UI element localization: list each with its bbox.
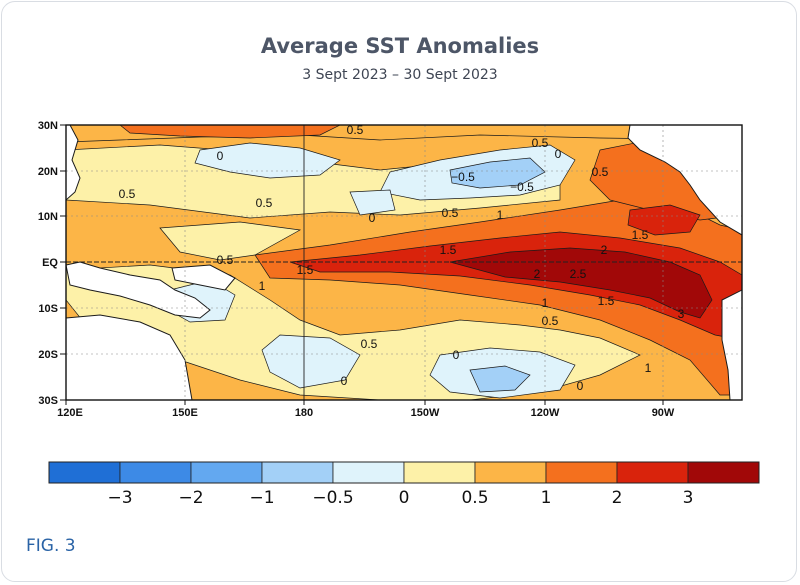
colorbar-cell (48, 461, 121, 484)
contour-label: 0 (217, 149, 224, 163)
colorbar: −3 −2 −1 −0.5 0 0.5 1 2 3 (48, 461, 760, 508)
contour-label: 1.5 (440, 243, 457, 257)
land-australia (66, 314, 193, 400)
contour-label: 2 (601, 243, 608, 257)
anomaly-band-2-3 (627, 204, 701, 236)
lon-tick-label: 150E (172, 407, 198, 419)
colorbar-label: 2 (612, 488, 623, 508)
colorbar-label: −0.5 (312, 488, 353, 508)
contour-label: 0.5 (256, 196, 273, 210)
contour-label: 1 (497, 208, 504, 222)
anomaly-region-minus1-minus0.5 (469, 365, 531, 393)
lon-tick-label: 120W (531, 407, 560, 419)
colorbar-label: 0 (399, 488, 410, 508)
colorbar-label: −3 (107, 488, 132, 508)
land-north-america (627, 125, 742, 236)
contour-label: 1.5 (297, 263, 314, 277)
contour-label: 0 (577, 379, 584, 393)
contour-label: 1.5 (598, 294, 615, 308)
colorbar-label: −2 (178, 488, 203, 508)
land-new-guinea (171, 264, 236, 291)
lat-tick-label: 20N (38, 166, 58, 178)
contour-label: 0.5 (217, 253, 234, 267)
contour-label: 0.5 (592, 165, 609, 179)
contour-label: 0.5 (542, 314, 559, 328)
figure-subtitle: 3 Sept 2023 – 30 Sept 2023 (302, 67, 498, 83)
colorbar-label: 1 (541, 488, 552, 508)
anomaly-band-1-2 (119, 125, 341, 139)
map-gridlines (66, 125, 742, 400)
reference-lines (66, 125, 742, 400)
anomaly-band-above-3 (449, 247, 713, 319)
contour-label: −0.5 (510, 180, 534, 194)
land-asia (66, 125, 81, 201)
colorbar-cell (616, 461, 689, 484)
contour-label: 1 (645, 361, 652, 375)
colorbar-frame (48, 461, 760, 484)
contour-labels: 0.5 0 0.5 0.5 0 0.5 −0.5 −0.5 0.5 0 0.5 … (119, 123, 685, 393)
contour-label: 0.5 (119, 187, 136, 201)
contour-label: −0.5 (451, 170, 475, 184)
lat-tick-label: 10S (38, 303, 58, 315)
lon-tick-label: 180 (295, 407, 313, 419)
land-maritime-continent (66, 261, 211, 319)
colorbar-cell (119, 461, 192, 484)
colorbar-label: −1 (249, 488, 274, 508)
axis-ticks (60, 124, 664, 405)
colorbar-cell (545, 461, 618, 484)
lon-tick-label: 120E (57, 407, 83, 419)
colorbar-cell (474, 461, 547, 484)
colorbar-cell (332, 461, 405, 484)
anomaly-region-minus0.5-0 (261, 334, 361, 389)
contour-label: 1 (259, 279, 266, 293)
contour-label: 0 (341, 374, 348, 388)
anomaly-region-minus0.5-0 (349, 189, 396, 216)
lon-tick-label: 150W (411, 407, 440, 419)
contour-label: 1 (542, 296, 549, 310)
contour-label: 1.5 (632, 228, 649, 242)
colorbar-cell (190, 461, 263, 484)
contour-label: 2.5 (570, 267, 587, 281)
colorbar-label: 0.5 (461, 488, 488, 508)
lat-tick-label: 10N (38, 211, 58, 223)
contour-label: 0 (555, 147, 562, 161)
figure-title: Average SST Anomalies (260, 34, 540, 58)
lat-tick-label: EQ (42, 257, 58, 269)
contour-label: 0.5 (532, 136, 549, 150)
figure-number: FIG. 3 (26, 536, 76, 556)
contour-label: 0.5 (442, 206, 459, 220)
anomaly-region-minus1-minus0.5 (449, 157, 546, 189)
colorbar-cell (403, 461, 476, 484)
lat-tick-label: 30N (38, 120, 58, 132)
colorbar-cell (261, 461, 334, 484)
contour-label: 0 (453, 348, 460, 362)
contour-label: 2 (534, 267, 541, 281)
anomaly-field (66, 125, 742, 400)
land-south-america (721, 289, 742, 400)
contour-label: 0 (369, 211, 376, 225)
contour-label: 3 (678, 307, 685, 321)
lat-tick-label: 30S (38, 395, 58, 407)
colorbar-cell (687, 461, 760, 484)
contour-label: 0.5 (347, 123, 364, 137)
lat-tick-label: 20S (38, 349, 58, 361)
lon-tick-label: 90W (652, 407, 675, 419)
colorbar-label: 3 (683, 488, 694, 508)
contour-label: 0.5 (361, 337, 378, 351)
